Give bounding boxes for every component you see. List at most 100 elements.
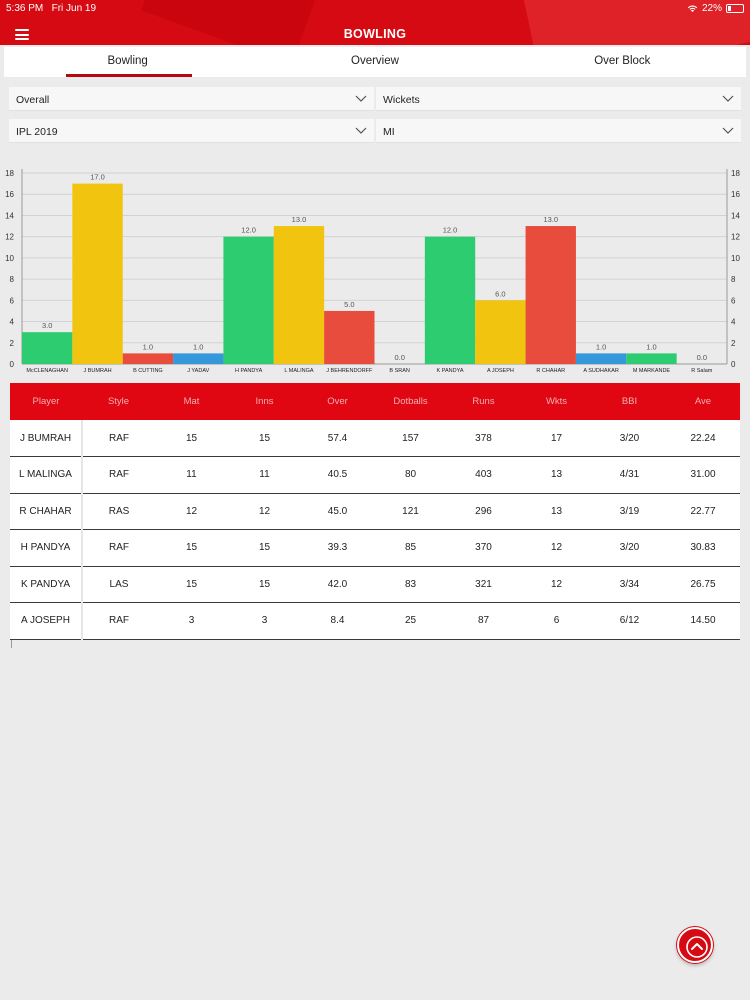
y-tick-label-right: 18 [731,169,740,178]
y-tick-label-right: 14 [731,211,740,220]
cell-over: 45.0 [327,505,348,517]
column-header-over[interactable]: Over [327,396,348,407]
cell-inns: 3 [261,615,268,627]
tab-overview[interactable]: Overview [351,55,399,67]
status-time-date: 5:36 PM Fri Jun 19 [6,3,96,14]
chart-background [4,155,746,379]
status-date: Fri Jun 19 [51,3,97,14]
bar-j-bumrah [72,183,123,364]
table-row[interactable]: A JOSEPH RAF 3 3 8.4 25 87 6 6/12 14.50 [10,602,740,639]
cell-wkts: 17 [550,432,563,444]
cell-wkts: 12 [550,542,563,554]
bar-k-pandya [424,236,476,364]
table-row[interactable]: K PANDYA LAS 15 15 42.0 83 321 12 3/34 26.75 [10,566,740,603]
bar-value-label: 0.0 [394,353,404,362]
chevron-down-icon [355,127,367,134]
team-dropdown[interactable]: MI [376,119,741,143]
bar-value-label: 5.0 [344,300,354,309]
bar-mcclenaghan [22,332,73,364]
bar-value-label: 1.0 [143,342,153,351]
cell-inns: 11 [259,469,270,481]
scope-dropdown[interactable]: Overall [9,87,374,111]
x-category-label: B SRAN [389,368,410,374]
cell-over: 40.5 [327,469,348,481]
cell-player: L MALINGA [10,456,83,493]
table-row[interactable]: R CHAHAR RAS 12 12 45.0 121 296 13 3/19 22.77 [10,493,740,530]
bar-r-chahar [525,226,576,364]
bar-value-label: 17.0 [90,173,105,182]
cell-inns: 15 [258,432,271,444]
x-category-label: A JOSEPH [487,368,514,374]
cell-bbi: 3/20 [619,542,640,554]
status-time: 5:36 PM [6,3,44,14]
cell-mat: 11 [186,469,197,481]
metric-dropdown[interactable]: Wickets [376,87,741,111]
y-tick-label-left: 18 [5,169,14,178]
cell-dotballs: 83 [404,578,417,590]
cell-bbi: 3/19 [619,505,640,517]
bar-a-sudhakar [575,353,627,364]
bar-value-label: 1.0 [596,342,606,351]
bar-value-label: 1.0 [646,342,656,351]
table-header-row: Player Style Mat Inns Over Dotballs Runs Wkts BB… [10,383,740,420]
cell-mat: 3 [188,615,195,627]
column-header-ave[interactable]: Ave [694,396,712,407]
table-row[interactable]: L MALINGA RAF 11 11 40.5 80 403 13 4/31 31.00 [10,456,740,493]
cell-over: 39.3 [327,542,348,554]
y-tick-label-right: 0 [731,360,736,369]
x-category-label: R Salam [691,368,713,374]
table-row[interactable]: H PANDYA RAF 15 15 39.3 85 370 12 3/20 30.83 [10,529,740,566]
y-tick-label-left: 14 [5,211,14,220]
column-header-player[interactable]: Player [32,396,60,407]
cell-mat: 15 [185,542,198,554]
hamburger-menu-icon[interactable] [15,29,29,40]
scroll-to-top-button[interactable] [677,927,713,963]
x-category-label: R CHAHAR [536,368,565,374]
scope-dropdown-value: Overall [16,94,50,106]
cell-dotballs: 85 [404,542,417,554]
cell-style: LAS [109,578,129,590]
y-tick-label-right: 10 [731,254,740,263]
app-header: 5:36 PM Fri Jun 19 22% BOWLING [0,0,750,45]
cell-dotballs: 25 [404,615,417,627]
table-row[interactable]: J BUMRAH RAF 15 15 57.4 157 378 17 3/20 22.24 [10,420,740,457]
tab-over-block[interactable]: Over Block [594,55,651,67]
column-header-bbi[interactable]: BBI [621,396,638,407]
season-dropdown[interactable]: IPL 2019 [9,119,374,143]
x-category-label: A SUDHAKAR [583,368,618,374]
cell-mat: 15 [185,432,198,444]
column-header-inns[interactable]: Inns [255,396,274,407]
bar-a-joseph [475,300,526,364]
cell-player: R CHAHAR [10,493,83,530]
column-header-mat[interactable]: Mat [183,396,200,407]
cell-bbi: 3/34 [619,578,640,590]
cell-ave: 22.24 [690,432,716,444]
bar-value-label: 0.0 [697,353,707,362]
cell-runs: 296 [475,505,492,517]
column-header-wkts[interactable]: Wkts [545,396,568,407]
column-header-style[interactable]: Style [107,396,130,407]
bar-value-label: 1.0 [193,342,203,351]
tab-bowling[interactable]: Bowling [4,47,251,77]
cell-mat: 12 [185,505,198,517]
chevron-down-icon [355,95,367,102]
season-dropdown-value: IPL 2019 [16,126,58,138]
cell-wkts: 13 [550,469,563,481]
metric-dropdown-value: Wickets [383,94,420,106]
cell-style: RAS [108,505,130,517]
cell-dotballs: 121 [402,505,419,517]
cell-dotballs: 157 [402,432,419,444]
cell-over: 8.4 [330,615,345,627]
tab-bar: Bowling Overview Over Block [4,47,746,77]
bar-h-pandya [223,236,274,364]
cell-runs: 370 [475,542,492,554]
column-header-dotballs[interactable]: Dotballs [393,396,428,407]
cell-style: RAF [109,432,129,444]
x-category-label: J YADAV [187,368,209,374]
cell-over: 57.4 [327,432,348,444]
y-tick-label-left: 10 [5,254,14,263]
y-tick-label-right: 12 [731,233,740,242]
cell-style: RAF [109,615,129,627]
cell-wkts: 13 [550,505,563,517]
column-header-runs[interactable]: Runs [472,396,495,407]
